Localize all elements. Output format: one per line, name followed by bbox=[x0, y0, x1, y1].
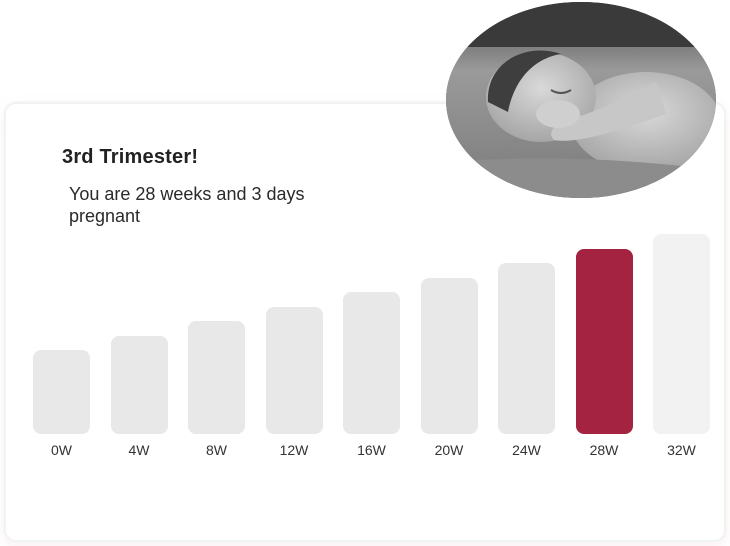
bar-4w bbox=[110, 335, 168, 434]
tick-label-28w: 28W bbox=[589, 442, 619, 458]
bar-0w bbox=[33, 350, 90, 434]
tick-label-4w: 4W bbox=[128, 442, 150, 458]
tick-label-24w: 24W bbox=[512, 442, 541, 458]
bar-8w bbox=[188, 321, 245, 434]
bar-20w bbox=[420, 277, 478, 434]
tick-label-12w: 12W bbox=[279, 442, 309, 458]
bar-24w bbox=[498, 263, 555, 434]
bar-32w bbox=[653, 234, 710, 434]
bar-16w bbox=[343, 292, 400, 434]
trimester-title: 3rd Trimester! bbox=[62, 146, 199, 168]
pregnancy-status-text: You are 28 weeks and 3 days pregnant bbox=[69, 184, 305, 226]
bar-28w bbox=[575, 248, 633, 434]
tick-label-0w: 0W bbox=[51, 442, 72, 458]
bar-12w bbox=[265, 306, 323, 434]
tick-label-32w: 32W bbox=[667, 442, 696, 458]
tick-label-20w: 20W bbox=[434, 442, 464, 458]
tick-label-16w: 16W bbox=[357, 442, 386, 458]
tick-label-8w: 8W bbox=[206, 442, 227, 458]
